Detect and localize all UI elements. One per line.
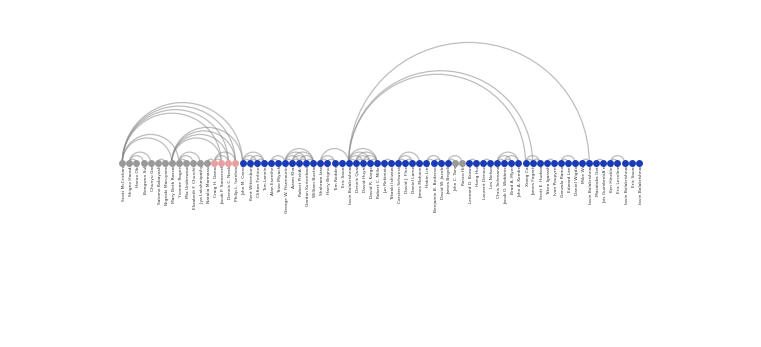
Text: Chris Schmandt: Chris Schmandt: [497, 164, 501, 198]
Text: Daniel Larner: Daniel Larner: [412, 164, 416, 193]
Text: Scott E. Hudson: Scott E. Hudson: [540, 164, 543, 199]
Text: John M. Carroll: John M. Carroll: [243, 164, 247, 195]
Text: Harry Brignull: Harry Brignull: [327, 164, 332, 194]
Text: Scott McCrickard: Scott McCrickard: [123, 164, 126, 201]
Text: James Fogarty: James Fogarty: [533, 164, 537, 195]
Text: Chunyu Gao: Chunyu Gao: [151, 164, 154, 191]
Text: Les Nelson: Les Nelson: [490, 164, 494, 188]
Text: Robert C. Miller: Robert C. Miller: [377, 164, 381, 197]
Text: Gordon Kurtenbach: Gordon Kurtenbach: [306, 164, 310, 206]
Text: Haruo Oba: Haruo Oba: [136, 164, 141, 187]
Text: Xiang Cao: Xiang Cao: [526, 164, 530, 186]
Text: Iavin Balakrishnan: Iavin Balakrishnan: [349, 164, 352, 204]
Text: Natalia Marmasse: Natalia Marmasse: [207, 164, 211, 203]
Text: Iavin Balakrishnan: Iavin Balakrishnan: [638, 164, 643, 204]
Text: Shahram Izadi: Shahram Izadi: [320, 164, 324, 195]
Text: Tom Rodden: Tom Rodden: [335, 164, 339, 191]
Text: Carsten Schwesig: Carsten Schwesig: [398, 164, 402, 203]
Text: Clifton Forlines: Clifton Forlines: [256, 164, 261, 197]
Text: Gonzalo Ramos: Gonzalo Ramos: [561, 164, 565, 197]
Text: Alan Esenther: Alan Esenther: [271, 164, 275, 195]
Text: Mia Underwood: Mia Underwood: [186, 164, 190, 198]
Text: James Begole: James Begole: [447, 164, 452, 194]
Text: Hong Hua: Hong Hua: [476, 164, 480, 186]
Text: Robert PiekA©: Robert PiekA©: [299, 164, 303, 196]
Text: David J. Fleet: David J. Fleet: [406, 164, 409, 193]
Text: Jois GuimbretiA're: Jois GuimbretiA're: [603, 164, 607, 203]
Text: James Mahoney: James Mahoney: [419, 164, 423, 198]
Text: Bongwon Suh: Bongwon Suh: [144, 164, 148, 194]
Text: David Huynh: David Huynh: [363, 164, 367, 192]
Text: Eric Saund: Eric Saund: [632, 164, 635, 187]
Text: Mary Beth Rosson: Mary Beth Rosson: [172, 164, 176, 203]
Text: John A. Kembel: John A. Kembel: [518, 164, 523, 197]
Text: Philip L. Isenhour: Philip L. Isenhour: [235, 164, 240, 201]
Text: Iavin Balakrishnan: Iavin Balakrishnan: [625, 164, 629, 204]
Text: Craig H. Ganoe: Craig H. Ganoe: [215, 164, 218, 197]
Text: Edward Lank: Edward Lank: [568, 164, 572, 192]
Text: David W. Jacobs: David W. Jacobs: [441, 164, 444, 198]
Text: Rosco Hill: Rosco Hill: [462, 164, 466, 185]
Text: Eric Lecolinet: Eric Lecolinet: [617, 164, 622, 193]
Text: Jacob P. Somervell: Jacob P. Somervell: [221, 164, 225, 204]
Text: Jacob O. Wobbrock: Jacob O. Wobbrock: [505, 164, 508, 204]
Text: Taizo Miyachi: Taizo Miyachi: [278, 164, 282, 193]
Text: Benjamin B. Bederson: Benjamin B. Bederson: [434, 164, 438, 212]
Text: Takaaki Ishizawa: Takaaki Ishizawa: [391, 164, 395, 200]
Text: Azam Khan: Azam Khan: [292, 164, 296, 188]
Text: David R. Karger: David R. Karger: [370, 164, 374, 198]
Text: Brad A. Myers: Brad A. Myers: [511, 164, 515, 194]
Text: Habin Ling: Habin Ling: [426, 164, 431, 187]
Text: John C. Tang: John C. Tang: [455, 164, 459, 191]
Text: Mike Wu: Mike Wu: [582, 164, 586, 183]
Text: Satomo Kobayashi: Satomo Kobayashi: [158, 164, 161, 204]
Text: Shigeo Harada: Shigeo Harada: [129, 164, 133, 196]
Text: Kent Wittenburg: Kent Wittenburg: [250, 164, 253, 200]
Text: Jun Rekimoto: Jun Rekimoto: [384, 164, 388, 193]
Text: Tom Lanning: Tom Lanning: [264, 164, 268, 192]
Text: Eric Saund: Eric Saund: [342, 164, 345, 187]
Text: Nigeaki Maruyama: Nigeaki Maruyama: [164, 164, 169, 205]
Text: Dennis C. Neale: Dennis C. Neale: [228, 164, 232, 199]
Text: Leonard D. Brown: Leonard D. Brown: [469, 164, 473, 203]
Text: Ivan Poupyrev: Ivan Poupyrev: [554, 164, 558, 195]
Text: Yvonne Rogers: Yvonne Rogers: [179, 164, 183, 197]
Text: Daniel Wigdor: Daniel Wigdor: [575, 164, 579, 195]
Text: George W. Fitzmaurice: George W. Fitzmaurice: [285, 164, 289, 213]
Text: Laurent Denoue: Laurent Denoue: [483, 164, 487, 199]
Text: Iavin Balakrishnan: Iavin Balakrishnan: [589, 164, 593, 204]
Text: Elizabeth F. Churchill: Elizabeth F. Churchill: [193, 164, 197, 209]
Text: Takeo Igarashi: Takeo Igarashi: [546, 164, 551, 195]
Text: Masataka Goto: Masataka Goto: [597, 164, 600, 196]
Text: Ken Hinckley: Ken Hinckley: [610, 164, 614, 192]
Text: Jiya Lakshmipathy: Jiya Lakshmipathy: [200, 164, 204, 204]
Text: Dennis Quan: Dennis Quan: [355, 164, 360, 192]
Text: William Buxton: William Buxton: [314, 164, 317, 197]
